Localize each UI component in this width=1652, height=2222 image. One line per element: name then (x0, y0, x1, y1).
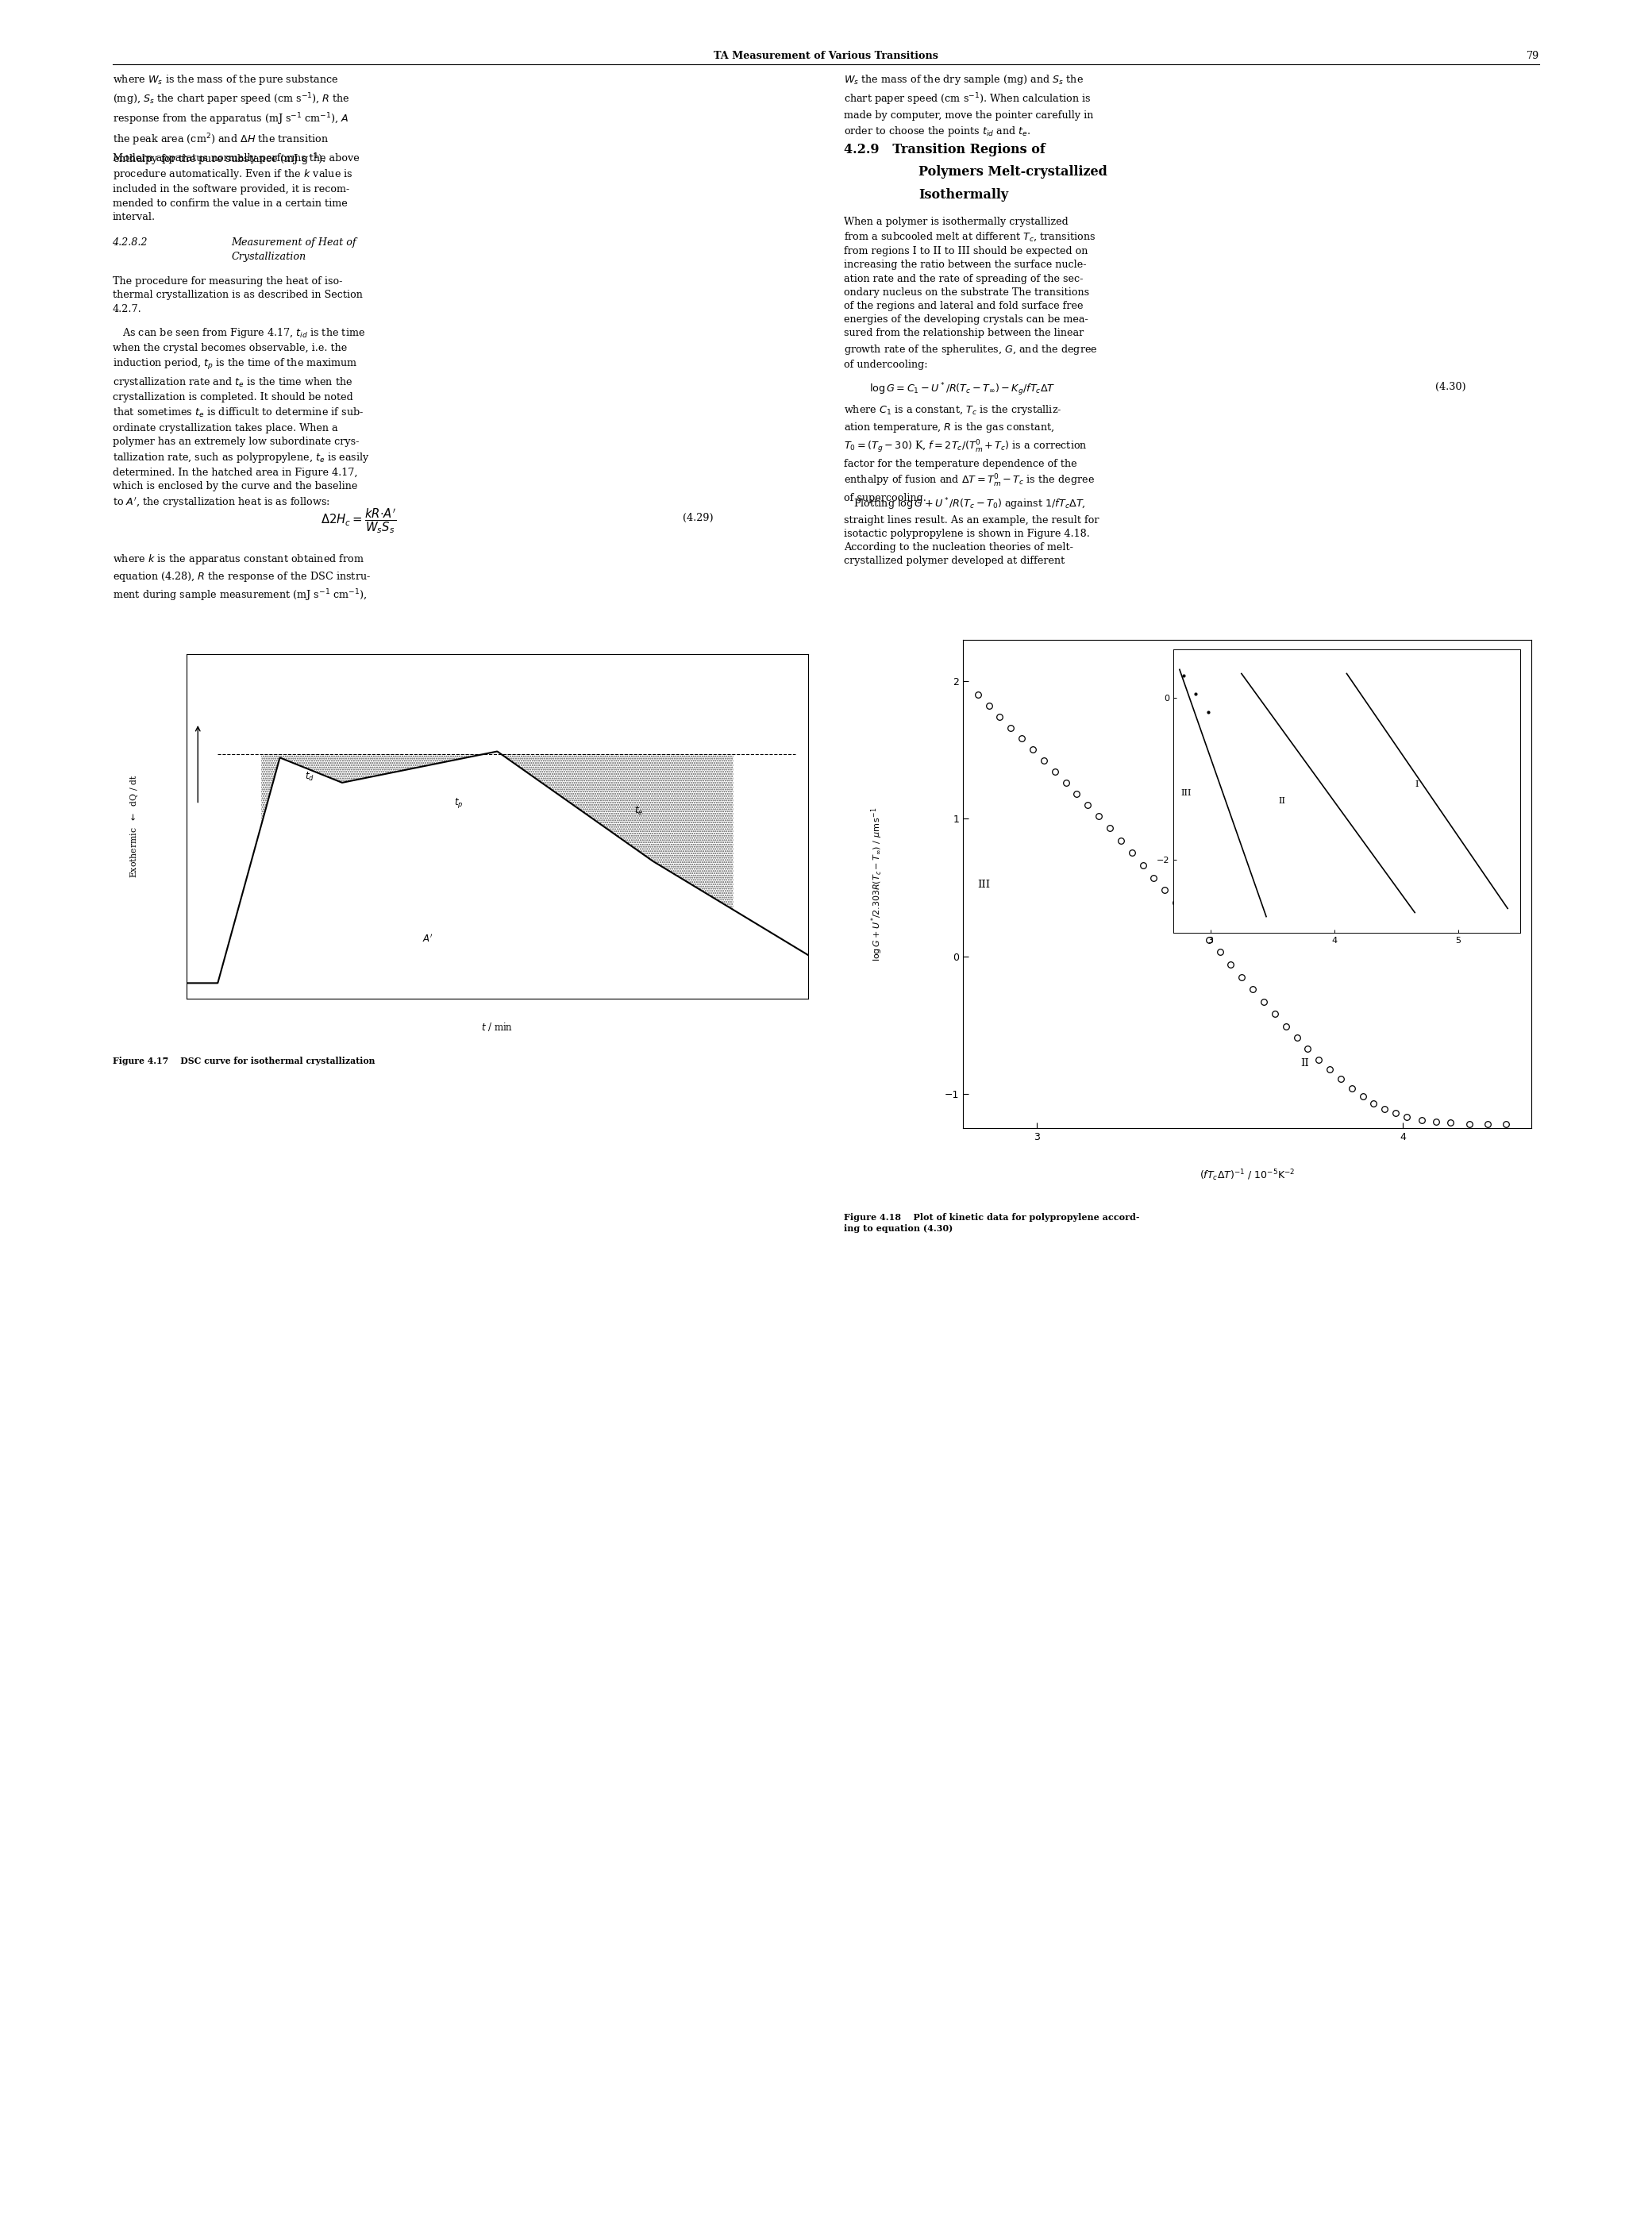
Text: Figure 4.18    Plot of kinetic data for polypropylene accord-
ing to equation (4: Figure 4.18 Plot of kinetic data for pol… (844, 1213, 1140, 1233)
Text: 4.2.9   Transition Regions of: 4.2.9 Transition Regions of (844, 142, 1046, 158)
Text: Figure 4.17    DSC curve for isothermal crystallization: Figure 4.17 DSC curve for isothermal cry… (112, 1055, 375, 1064)
Text: Exothermic  $\leftarrow$  dQ / dt: Exothermic $\leftarrow$ dQ / dt (129, 775, 139, 878)
Text: Plotting $\log G + U^*/R(T_c - T_0)$ against $1/fT_c\Delta T$,
straight lines re: Plotting $\log G + U^*/R(T_c - T_0)$ aga… (844, 496, 1099, 567)
Text: II: II (1300, 1058, 1308, 1069)
Text: $A'$: $A'$ (423, 933, 433, 944)
Text: Isothermally: Isothermally (919, 189, 1008, 202)
Text: $\Delta 2H_c = \dfrac{kR{\cdot}A'}{W_s S_s}$: $\Delta 2H_c = \dfrac{kR{\cdot}A'}{W_s S… (320, 507, 396, 536)
Text: where $W_s$ is the mass of the pure substance
(mg), $S_s$ the chart paper speed : where $W_s$ is the mass of the pure subs… (112, 73, 350, 167)
Text: III: III (978, 880, 991, 889)
Text: $t_p$: $t_p$ (454, 795, 463, 809)
Text: (4.29): (4.29) (682, 513, 714, 522)
Text: Polymers Melt-crystallized: Polymers Melt-crystallized (919, 164, 1107, 180)
Text: Measurement of Heat of: Measurement of Heat of (231, 238, 357, 249)
Text: Modern apparatus normally performs the above
procedure automatically. Even if th: Modern apparatus normally performs the a… (112, 153, 358, 222)
Text: $(fT_c\Delta T)^{-1}\ /\ 10^{-5}\mathrm{K}^{-2}$: $(fT_c\Delta T)^{-1}\ /\ 10^{-5}\mathrm{… (1199, 1169, 1295, 1182)
Text: $t_e$: $t_e$ (634, 804, 643, 818)
Text: TA Measurement of Various Transitions: TA Measurement of Various Transitions (714, 51, 938, 62)
Text: (4.30): (4.30) (1436, 382, 1465, 391)
Text: 4.2.8.2: 4.2.8.2 (112, 238, 147, 249)
Text: As can be seen from Figure 4.17, $t_{id}$ is the time
when the crystal becomes o: As can be seen from Figure 4.17, $t_{id}… (112, 327, 370, 509)
Text: $\log G + U^*\!/2.303R(T_c - T_\infty)\ /\ \mu\mathrm{m\,s}^{-1}$: $\log G + U^*\!/2.303R(T_c - T_\infty)\ … (871, 807, 884, 962)
Text: Crystallization: Crystallization (231, 251, 306, 262)
Text: The procedure for measuring the heat of iso-
thermal crystallization is as descr: The procedure for measuring the heat of … (112, 276, 362, 313)
Text: 79: 79 (1526, 51, 1540, 62)
Text: $t$ / min: $t$ / min (481, 1020, 514, 1033)
Text: $t_d$: $t_d$ (304, 771, 314, 782)
Text: $W_s$ the mass of the dry sample (mg) and $S_s$ the
chart paper speed (cm s$^{-1: $W_s$ the mass of the dry sample (mg) an… (844, 73, 1094, 138)
Text: When a polymer is isothermally crystallized
from a subcooled melt at different $: When a polymer is isothermally crystalli… (844, 218, 1099, 369)
Text: where $C_1$ is a constant, $T_c$ is the crystalliz-
ation temperature, $R$ is th: where $C_1$ is a constant, $T_c$ is the … (844, 402, 1095, 502)
Text: where $k$ is the apparatus constant obtained from
equation (4.28), $R$ the respo: where $k$ is the apparatus constant obta… (112, 553, 370, 604)
Text: $\log G = C_1 - U^*/R(T_c - T_\infty) - K_g/fT_c\Delta T$: $\log G = C_1 - U^*/R(T_c - T_\infty) - … (869, 382, 1056, 398)
